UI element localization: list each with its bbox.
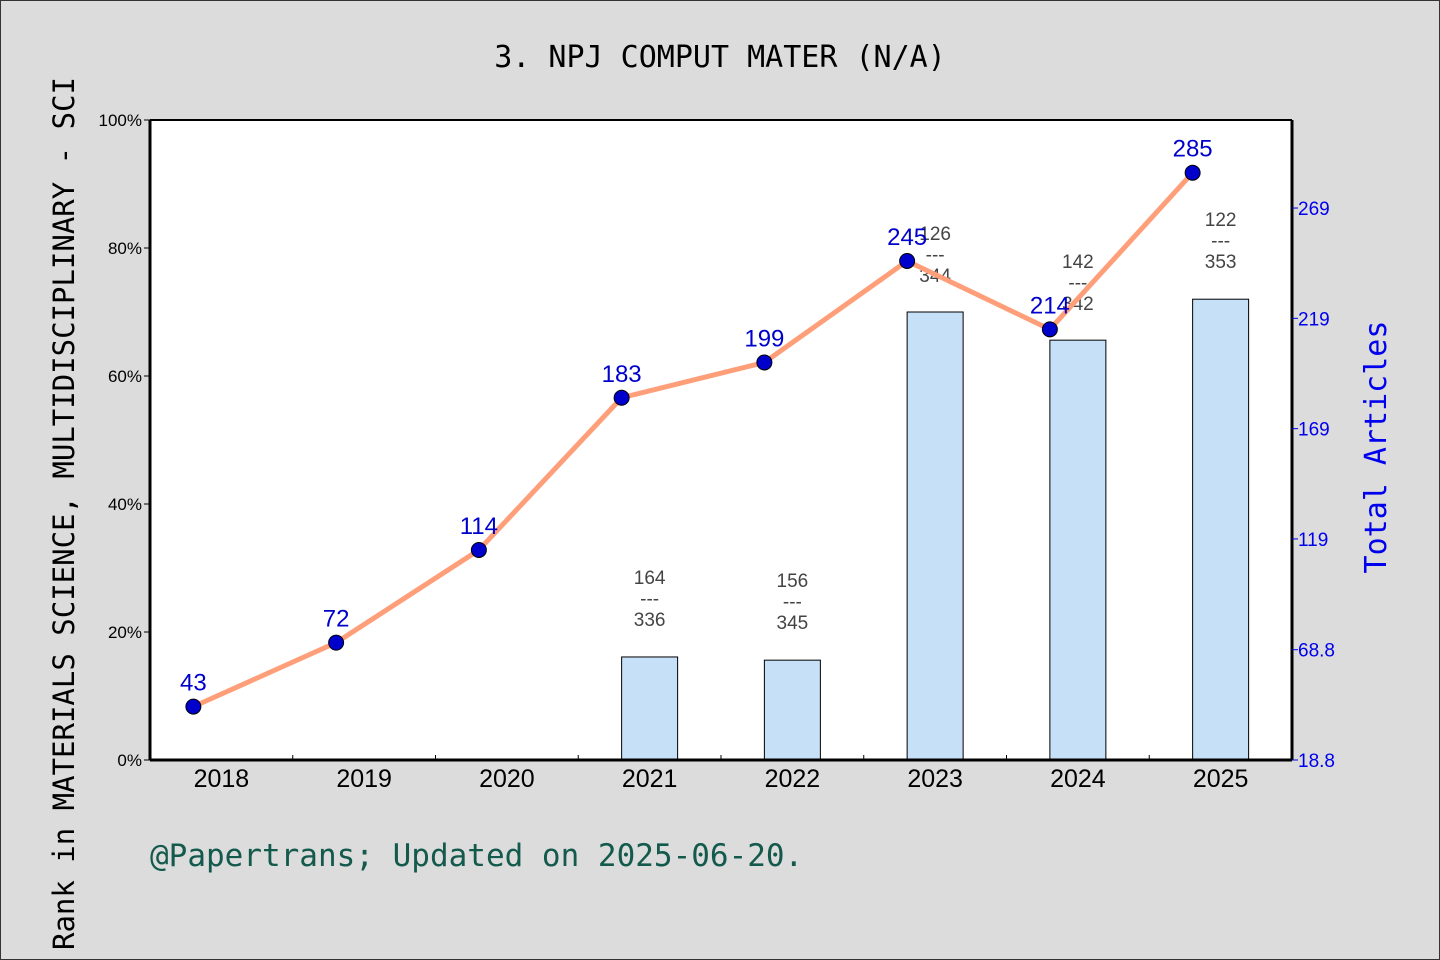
point-label: 43 [180, 670, 207, 697]
y2-tick-label: 169 [1298, 420, 1330, 441]
point-2020 [470, 541, 487, 558]
x-tick-label: 2023 [907, 765, 963, 793]
point-2022 [756, 354, 773, 371]
plot-area [150, 120, 1292, 760]
rank-separator: --- [1211, 231, 1230, 252]
point-2023 [899, 252, 916, 269]
bar-2023 [906, 311, 964, 761]
point-2025 [1184, 164, 1201, 181]
bar-2021 [621, 656, 679, 761]
rank-label: 164 [634, 568, 666, 589]
x-tick-label: 2018 [194, 765, 250, 793]
y-tick-label: 40% [108, 495, 142, 514]
y2-axis-label: Total Articles [1359, 321, 1394, 574]
y-tick-label: 80% [108, 239, 142, 258]
point-label: 214 [1030, 292, 1070, 319]
x-tick-label: 2021 [622, 765, 678, 793]
footer-note: @Papertrans; Updated on 2025-06-20. [150, 838, 803, 874]
total-label: 345 [777, 613, 809, 634]
rank-separator: --- [640, 589, 659, 610]
rank-label: 156 [777, 571, 809, 592]
x-tick-label: 2024 [1050, 765, 1106, 793]
y2-tick-label: 269 [1298, 199, 1330, 220]
point-2018 [185, 698, 202, 715]
point-label: 183 [602, 361, 642, 388]
rank-label: 142 [1062, 252, 1094, 273]
total-articles-line [192, 171, 1195, 709]
y-tick-label: 60% [108, 367, 142, 386]
x-tick-label: 2025 [1193, 765, 1249, 793]
y-tick-label: 100% [99, 111, 142, 130]
x-tick-label: 2020 [479, 765, 535, 793]
rank-separator: --- [926, 245, 945, 266]
point-label: 114 [460, 513, 498, 540]
bar-2025 [1192, 298, 1250, 761]
x-tick-label: 2019 [336, 765, 392, 793]
point-2024 [1041, 321, 1058, 338]
total-label: 336 [634, 610, 666, 631]
y-tick-label: 0% [117, 751, 142, 770]
y2-tick-label: 119 [1298, 530, 1328, 551]
total-label: 353 [1205, 252, 1237, 273]
chart-title: 3. NPJ COMPUT MATER (N/A) [494, 40, 946, 75]
point-label: 199 [744, 325, 784, 352]
bar-2022 [763, 659, 821, 761]
point-label: 72 [323, 606, 350, 633]
point-label: 285 [1173, 136, 1213, 163]
rank-label: 122 [1205, 210, 1237, 231]
y-tick-label: 20% [108, 623, 142, 642]
rank-separator: --- [783, 592, 802, 613]
y2-tick-label: 18.8 [1298, 751, 1335, 772]
x-tick-label: 2022 [765, 765, 821, 793]
y2-tick-label: 219 [1298, 309, 1330, 330]
y2-tick-label: 68.8 [1298, 641, 1335, 662]
rank-label: 126 [919, 224, 951, 245]
point-label: 245 [887, 224, 927, 251]
bar-2024 [1049, 339, 1107, 761]
rank-separator: --- [1068, 273, 1087, 294]
y-axis-label: Rank in MATERIALS SCIENCE, MULTIDISCIPLI… [47, 77, 81, 950]
point-2021 [613, 389, 630, 406]
point-2019 [328, 634, 345, 651]
